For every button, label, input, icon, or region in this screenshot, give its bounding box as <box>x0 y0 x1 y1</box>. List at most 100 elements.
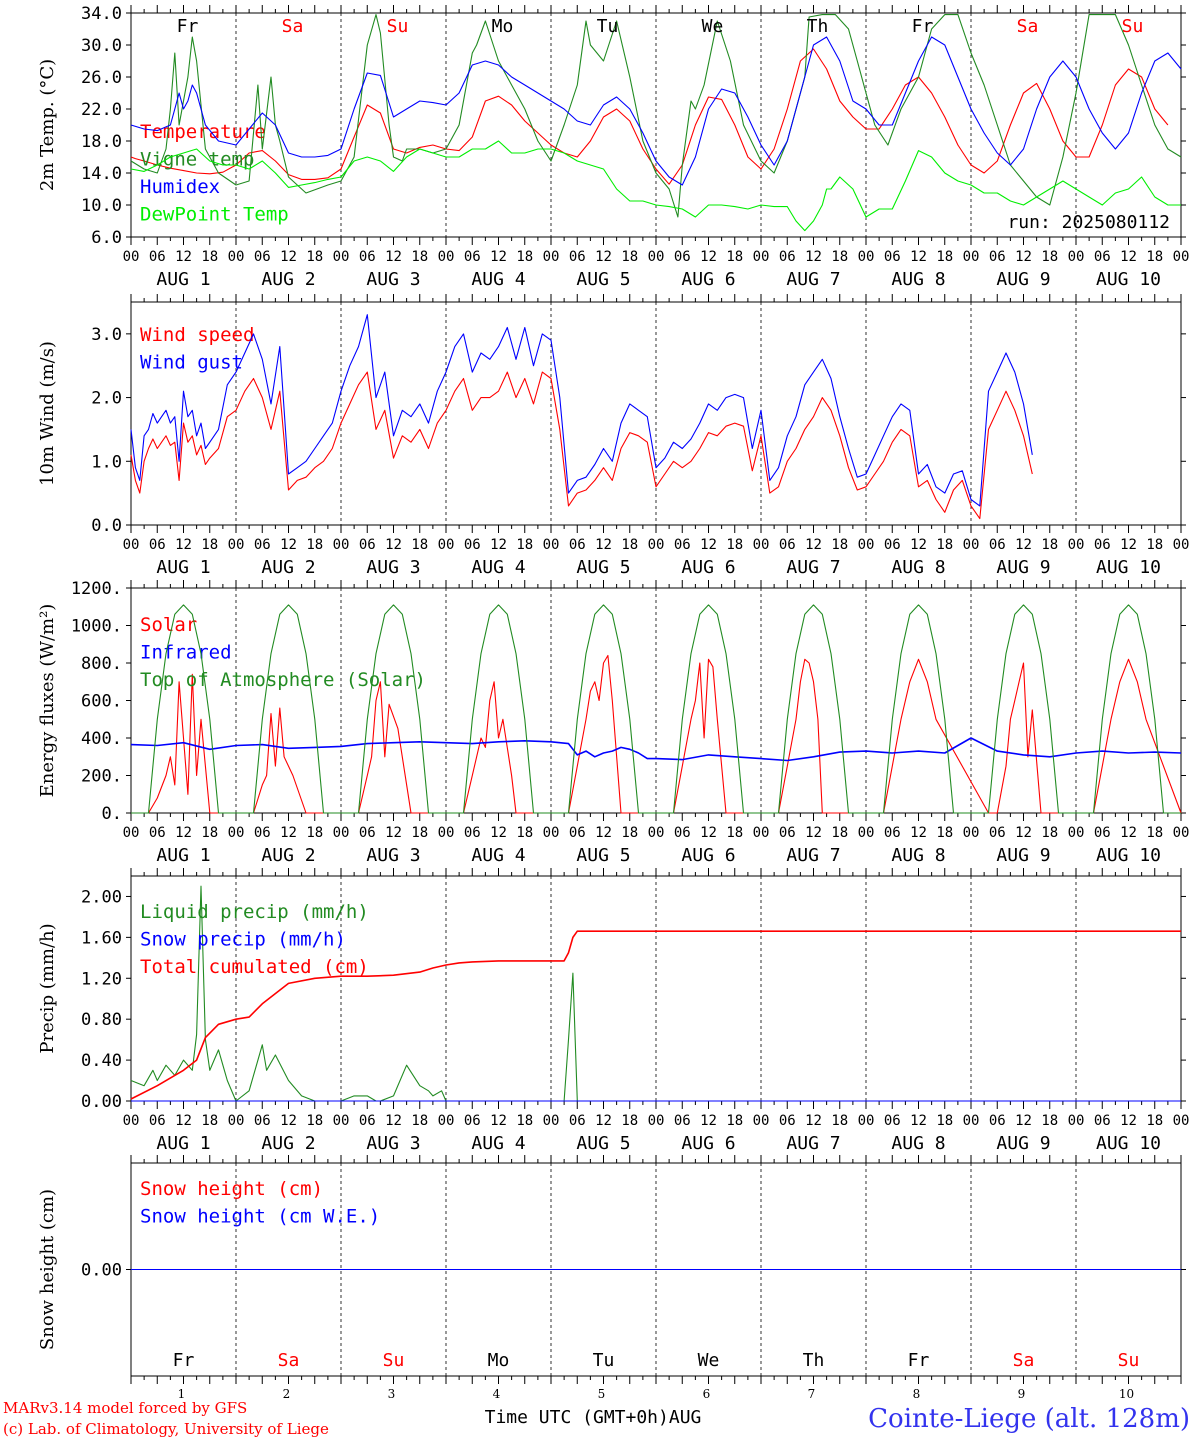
panel-frame-3 <box>130 587 1182 814</box>
x-hour-label: 18 <box>201 825 218 841</box>
x-hour-label: 12 <box>280 825 297 841</box>
weekday-label: Su <box>383 1350 405 1371</box>
day-number: 5 <box>598 1387 606 1401</box>
weekday-label: Th <box>807 16 829 37</box>
x-hour-label: 06 <box>359 249 376 265</box>
x-hour-label: 06 <box>569 249 586 265</box>
y-tick-label: 22.0 <box>81 100 122 120</box>
y-axis-title: 10m Wind (m/s) <box>37 341 58 486</box>
x-hour-label: 18 <box>831 1113 848 1129</box>
x-hour-label: 12 <box>1120 537 1137 553</box>
x-date-label: AUG 1 <box>156 1133 210 1154</box>
x-hour-label: 06 <box>989 825 1006 841</box>
y-tick-label: 800. <box>81 654 122 674</box>
x-hour-label: 00 <box>543 537 560 553</box>
y-tick-label: 6.0 <box>91 228 122 248</box>
x-hour-label: 00 <box>1068 1113 1085 1129</box>
x-hour-label: 00 <box>543 825 560 841</box>
x-hour-label: 06 <box>359 825 376 841</box>
weekday-label: Fr <box>912 16 934 37</box>
x-hour-label: 06 <box>149 537 166 553</box>
weekday-label: Su <box>387 16 409 37</box>
x-hour-label: 12 <box>700 249 717 265</box>
x-hour-label: 12 <box>910 825 927 841</box>
y-tick-label: 400. <box>81 729 122 749</box>
x-hour-label: 18 <box>1146 1113 1163 1129</box>
x-hour-label: 18 <box>411 537 428 553</box>
x-date-label: AUG 5 <box>576 557 630 578</box>
x-hour-label: 18 <box>936 249 953 265</box>
x-hour-label: 12 <box>490 825 507 841</box>
x-date-label: AUG 3 <box>366 557 420 578</box>
y-tick-label: 1.0 <box>91 452 122 472</box>
x-hour-label: 00 <box>123 1113 140 1129</box>
x-hour-label: 00 <box>1068 825 1085 841</box>
x-hour-label: 18 <box>411 825 428 841</box>
x-hour-label: 12 <box>700 825 717 841</box>
x-hour-label: 12 <box>910 249 927 265</box>
legend-entry: Top of Atmosphere (Solar) <box>140 669 426 691</box>
day-number: 4 <box>493 1387 501 1401</box>
legend-entry: Wind speed <box>140 324 254 346</box>
x-hour-label: 00 <box>438 825 455 841</box>
x-hour-label: 18 <box>831 825 848 841</box>
x-hour-label: 18 <box>726 1113 743 1129</box>
x-date-label: AUG 6 <box>681 269 735 290</box>
x-hour-label: 12 <box>175 249 192 265</box>
x-hour-label: 12 <box>700 1113 717 1129</box>
y-tick-label: 600. <box>81 692 122 712</box>
x-hour-label: 06 <box>884 825 901 841</box>
x-date-label: AUG 7 <box>786 845 840 866</box>
series-line-solar <box>131 654 1182 814</box>
x-date-label: AUG 7 <box>786 1133 840 1154</box>
x-hour-label: 00 <box>858 249 875 265</box>
legend-entry: Vigne temp <box>140 149 254 171</box>
x-hour-label: 18 <box>201 249 218 265</box>
x-hour-label: 00 <box>648 249 665 265</box>
x-hour-label: 00 <box>753 537 770 553</box>
legend-entry: Total cumulated (cm) <box>140 956 369 978</box>
x-hour-label: 06 <box>779 537 796 553</box>
x-hour-label: 12 <box>1015 1113 1032 1129</box>
x-hour-label: 06 <box>1094 825 1111 841</box>
x-date-label: AUG 7 <box>786 269 840 290</box>
weekday-label: Sa <box>282 16 304 37</box>
x-hour-label: 06 <box>674 249 691 265</box>
station-name: Cointe-Liege (alt. 128m) <box>868 1404 1190 1434</box>
legend-entry: DewPoint Temp <box>140 204 289 226</box>
x-date-label: AUG 5 <box>576 1133 630 1154</box>
series-line-total-cumulated-cm- <box>130 930 1181 1100</box>
x-hour-label: 12 <box>1015 825 1032 841</box>
weekday-label: Sa <box>1017 16 1039 37</box>
x-hour-label: 06 <box>779 249 796 265</box>
x-hour-label: 18 <box>516 249 533 265</box>
y-tick-label: 34.0 <box>81 4 122 24</box>
x-hour-label: 00 <box>438 1113 455 1129</box>
x-hour-label: 18 <box>621 249 638 265</box>
x-hour-label: 00 <box>963 249 980 265</box>
y-tick-label: 0.00 <box>81 1261 122 1281</box>
x-hour-label: 18 <box>516 1113 533 1129</box>
x-hour-label: 18 <box>201 537 218 553</box>
weekday-label: Sa <box>1013 1350 1035 1371</box>
x-hour-label: 00 <box>333 537 350 553</box>
x-hour-label: 18 <box>201 1113 218 1129</box>
x-date-label: AUG 6 <box>681 845 735 866</box>
x-hour-label: 12 <box>595 249 612 265</box>
x-hour-label: 00 <box>333 1113 350 1129</box>
x-hour-label: 18 <box>306 1113 323 1129</box>
x-hour-label: 18 <box>1041 249 1058 265</box>
credit-lab: (c) Lab. of Climatology, University of L… <box>3 1420 329 1438</box>
series-line-dewpoint-temp <box>130 140 1181 232</box>
day-number: 10 <box>1119 1387 1134 1401</box>
x-hour-label: 18 <box>936 825 953 841</box>
x-date-label: AUG 9 <box>996 845 1050 866</box>
x-date-label: AUG 5 <box>576 269 630 290</box>
x-hour-label: 06 <box>569 1113 586 1129</box>
x-hour-label: 06 <box>149 1113 166 1129</box>
x-hour-label: 00 <box>333 249 350 265</box>
y-tick-label: 3.0 <box>91 325 122 345</box>
x-hour-label: 18 <box>411 1113 428 1129</box>
x-hour-label: 06 <box>569 825 586 841</box>
